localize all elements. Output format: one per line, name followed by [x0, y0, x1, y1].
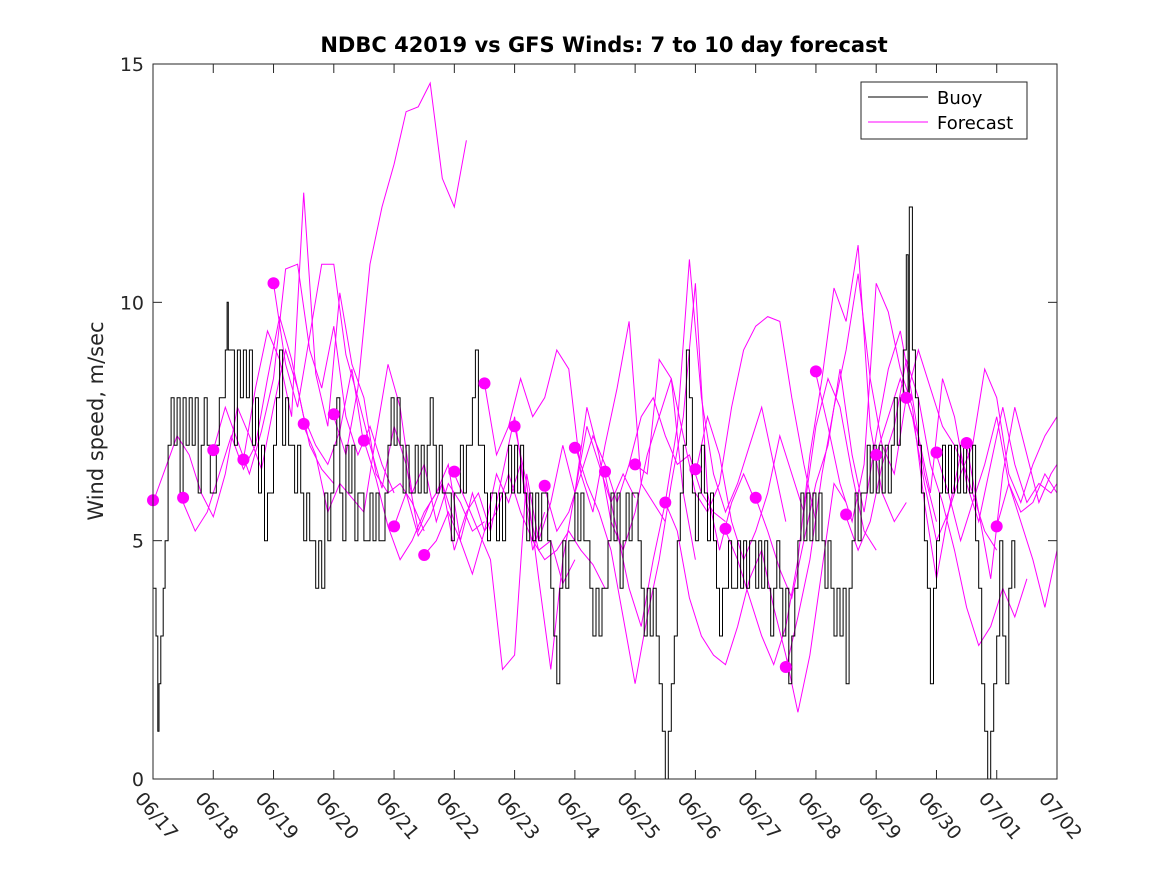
forecast-point-22	[779, 661, 792, 673]
y-tick-label-0: 0	[132, 769, 144, 791]
forecast-point-23	[809, 365, 822, 378]
forecast-series-line-28	[966, 407, 1058, 579]
legend-buoy-label: Buoy	[937, 88, 983, 109]
forecast-point-28	[960, 437, 973, 449]
legend: Buoy Forecast	[860, 81, 1028, 140]
forecast-series-line-21	[755, 330, 937, 600]
forecast-series-line-16	[604, 259, 787, 627]
forecast-series-line-27	[936, 416, 1058, 608]
forecast-point-12	[478, 377, 491, 390]
forecast-point-3	[207, 444, 220, 457]
y-tick-label-10: 10	[120, 292, 144, 314]
forecast-point-20	[719, 522, 732, 535]
plot-frame	[152, 63, 1058, 780]
buoy-line-group	[153, 206, 1016, 780]
legend-box	[860, 81, 1028, 140]
forecast-point-10	[418, 549, 431, 561]
y-tick-label-5: 5	[132, 531, 144, 553]
forecast-point-16	[599, 465, 611, 478]
forecast-series-line-9	[393, 416, 576, 585]
forecast-series-line-5	[273, 263, 455, 533]
y-axis-label: Wind speed, m/sec	[84, 321, 108, 520]
forecast-point-24	[840, 508, 853, 521]
forecast-series-line-13	[514, 378, 696, 670]
forecast-series-line-12	[484, 321, 666, 522]
forecast-series-line-11	[453, 426, 636, 671]
forecast-points	[147, 277, 1003, 673]
forecast-point-19	[689, 463, 702, 476]
y-axis: 0 5 10 15	[120, 54, 1057, 791]
forecast-series-line-7	[333, 81, 467, 456]
forecast-series-line-17	[634, 316, 817, 522]
forecast-point-14	[538, 479, 551, 492]
forecast-point-9	[388, 520, 401, 533]
chart-title: NDBC 42019 vs GFS Winds: 7 to 10 day for…	[320, 33, 887, 57]
forecast-point-8	[357, 434, 370, 447]
forecast-series-line-29	[996, 472, 1058, 527]
forecast-point-5	[267, 277, 280, 290]
forecast-point-7	[327, 408, 340, 421]
forecast-point-27	[930, 446, 943, 459]
forecast-point-2	[177, 491, 190, 504]
forecast-point-21	[749, 491, 762, 504]
legend-forecast-label: Forecast	[937, 113, 1013, 134]
forecast-series-line-4	[242, 192, 425, 532]
forecast-point-4	[237, 453, 250, 466]
forecast-point-11	[448, 465, 461, 478]
forecast-point-17	[629, 458, 642, 471]
forecast-point-25	[870, 448, 883, 461]
forecast-point-15	[568, 441, 581, 454]
forecast-series-line-26	[905, 378, 1058, 524]
buoy-series-line	[153, 206, 1016, 780]
forecast-point-18	[659, 496, 672, 509]
forecast-point-6	[297, 417, 310, 430]
y-tick-label-15: 15	[120, 54, 144, 76]
forecast-point-26	[900, 391, 913, 404]
forecast-point-13	[508, 420, 521, 433]
forecast-point-29	[990, 520, 1003, 533]
forecast-series-line-19	[694, 377, 877, 562]
